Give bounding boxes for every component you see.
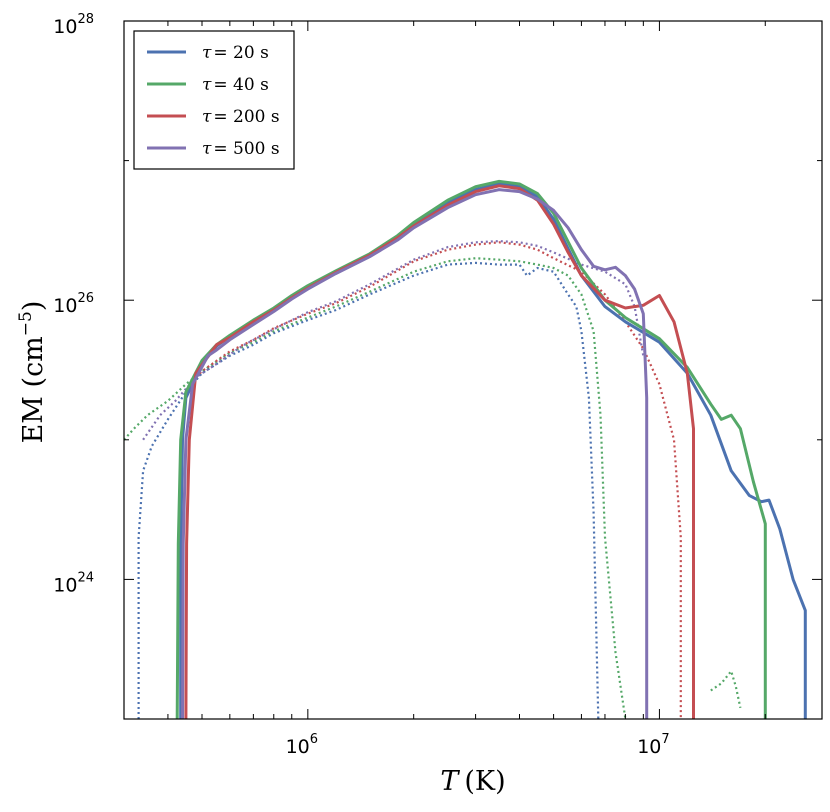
legend: τ = 20 s τ = 40 s τ = 200 s τ = 500 s <box>133 30 295 170</box>
y-axis-label-close: ) <box>18 301 49 312</box>
x-tick-label-1: 107 <box>637 732 669 758</box>
series-line-5-dotted <box>124 257 627 719</box>
plot-frame <box>123 20 823 720</box>
x-tick-label-0: 106 <box>286 732 318 758</box>
series-line-8-dotted <box>710 670 742 709</box>
series-line-3-solid <box>181 188 649 719</box>
legend-label-1: τ = 40 s <box>202 75 269 95</box>
y-axis-label-base: EM (cm <box>18 336 49 443</box>
y-tick-label-1: 1026 <box>53 291 94 317</box>
legend-label-2: τ = 200 s <box>202 107 280 127</box>
y-tick-label-2: 1028 <box>53 12 94 38</box>
series-layer <box>124 179 807 719</box>
x-axis-label-unit: (K) <box>464 766 505 797</box>
x-axis-label: T (K) <box>440 766 505 797</box>
series-line-4-dotted <box>137 261 600 719</box>
y-axis-label: EM (cm−5) <box>16 301 49 444</box>
legend-label-0: τ = 20 s <box>202 43 269 63</box>
tick-layer: 106 107 1024 1026 1028 <box>53 12 822 758</box>
legend-label-3: τ = 500 s <box>202 139 280 159</box>
y-tick-label-0: 1024 <box>53 570 94 596</box>
series-line-2-solid <box>184 184 695 719</box>
legend-box <box>133 30 295 170</box>
x-axis-label-var: T <box>440 766 460 797</box>
series-line-6-dotted <box>188 241 682 719</box>
y-axis-label-exp: −5 <box>16 311 36 336</box>
